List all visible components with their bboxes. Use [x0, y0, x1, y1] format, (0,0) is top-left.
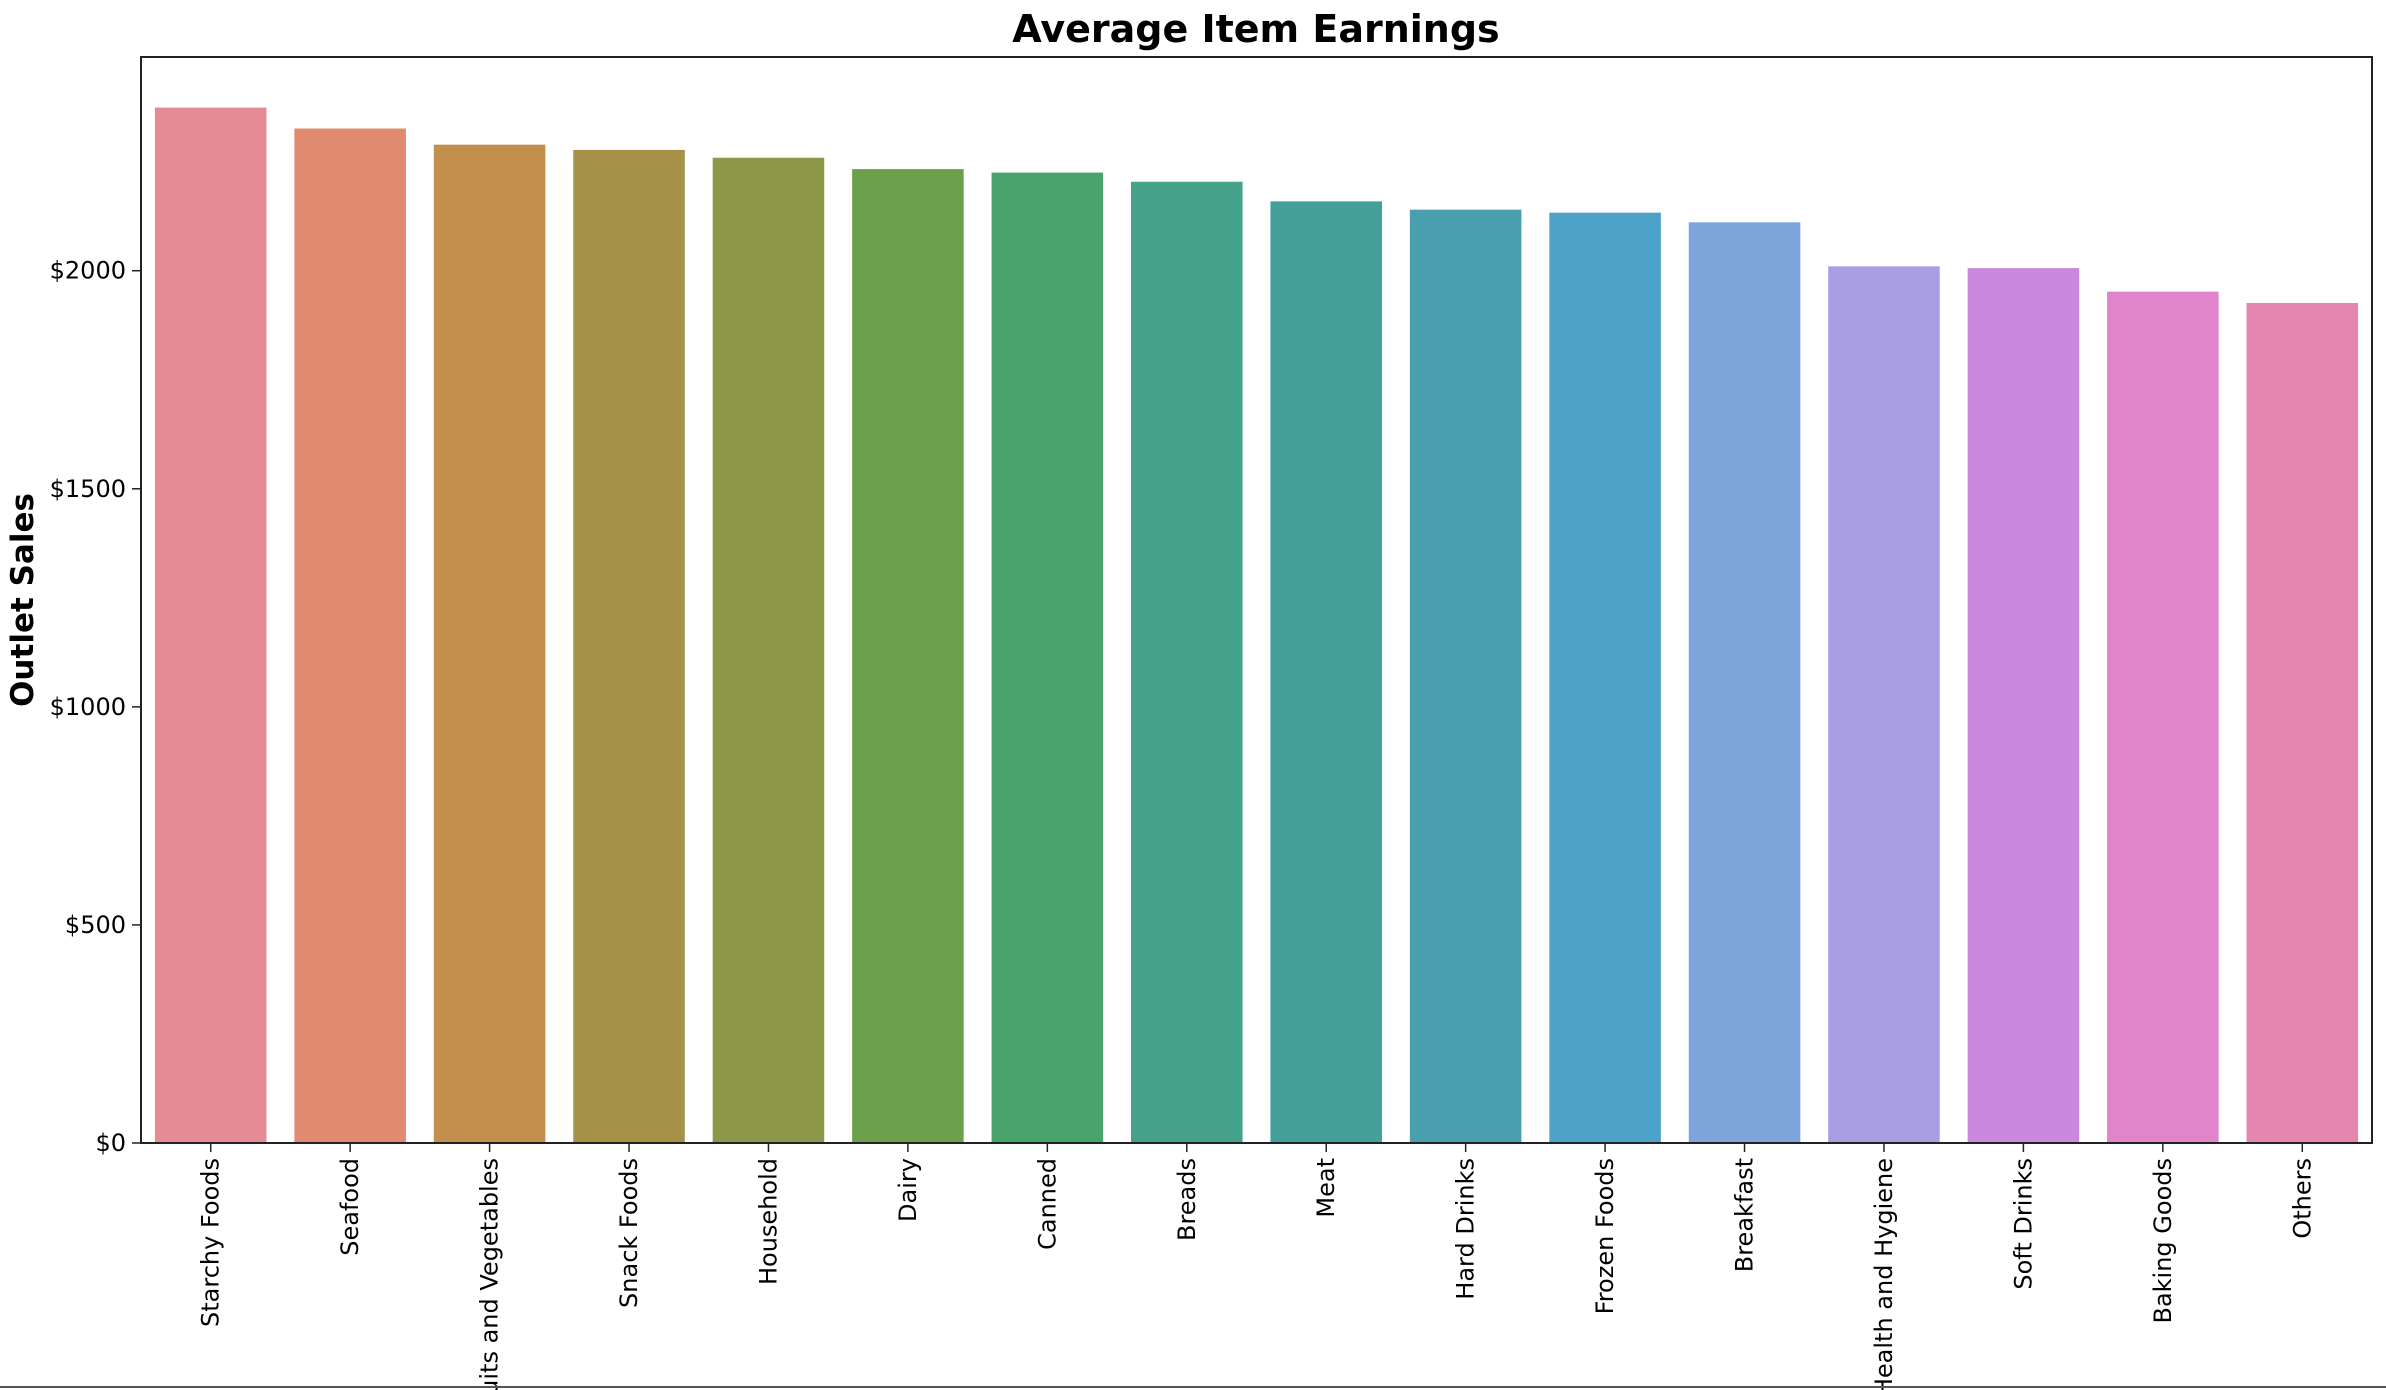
x-tick-label: Soft Drinks: [2009, 1158, 2037, 1290]
x-tick-label: Canned: [1033, 1158, 1061, 1250]
x-tick-label: Starchy Foods: [197, 1158, 225, 1327]
bar-breads: [1131, 181, 1243, 1144]
y-tick-label: $1000: [50, 693, 126, 721]
bar-meat: [1270, 201, 1382, 1144]
x-tick-label: Frozen Foods: [1591, 1158, 1619, 1314]
x-tick-label: Health and Hygiene: [1870, 1158, 1898, 1390]
y-axis-ticks: $0 $500 $1000 $1500 $2000: [50, 257, 141, 1157]
chart-title: Average Item Earnings: [1012, 7, 1499, 51]
x-tick-label: Snack Foods: [615, 1158, 643, 1308]
bar-others: [2246, 302, 2359, 1143]
bar-frozen-foods: [1549, 212, 1661, 1143]
x-tick-label: Breakfast: [1731, 1158, 1759, 1272]
x-tick-label: Fruits and Vegetables: [476, 1158, 504, 1390]
y-tick-label: $500: [65, 911, 126, 939]
bar-baking-goods: [2107, 291, 2219, 1143]
x-axis-ticks: Starchy Foods Seafood Fruits and Vegetable…: [197, 1143, 2316, 1390]
bar-canned: [991, 172, 1104, 1143]
x-tick-label: Breads: [1173, 1158, 1201, 1241]
y-tick-label: $0: [95, 1129, 126, 1157]
bar-household: [712, 157, 825, 1143]
bar-soft-drinks: [1967, 268, 2080, 1144]
bars: [154, 107, 2359, 1144]
bar-breakfast: [1688, 222, 1801, 1144]
bar-dairy: [852, 169, 964, 1144]
bar-starchy-foods: [154, 107, 267, 1144]
bar-hard-drinks: [1409, 209, 1522, 1143]
window-bottom-edge: [0, 1386, 2386, 1388]
bar-seafood: [294, 128, 406, 1143]
x-tick-label: Baking Goods: [2149, 1158, 2177, 1324]
bar-health-and-hygiene: [1828, 266, 1940, 1144]
x-tick-label: Household: [754, 1158, 782, 1285]
x-tick-label: Hard Drinks: [1452, 1158, 1480, 1300]
bar-fruits-and-vegetables: [433, 144, 546, 1144]
x-tick-label: Dairy: [894, 1158, 922, 1222]
y-axis-label: Outlet Sales: [5, 493, 41, 707]
x-tick-label: Others: [2288, 1158, 2316, 1239]
plot-frame: [140, 56, 2373, 1144]
x-tick-label: Meat: [1312, 1158, 1340, 1218]
y-tick-label: $2000: [50, 257, 126, 285]
y-tick-label: $1500: [50, 475, 126, 503]
bar-snack-foods: [573, 149, 685, 1143]
x-tick-label: Seafood: [336, 1158, 364, 1256]
